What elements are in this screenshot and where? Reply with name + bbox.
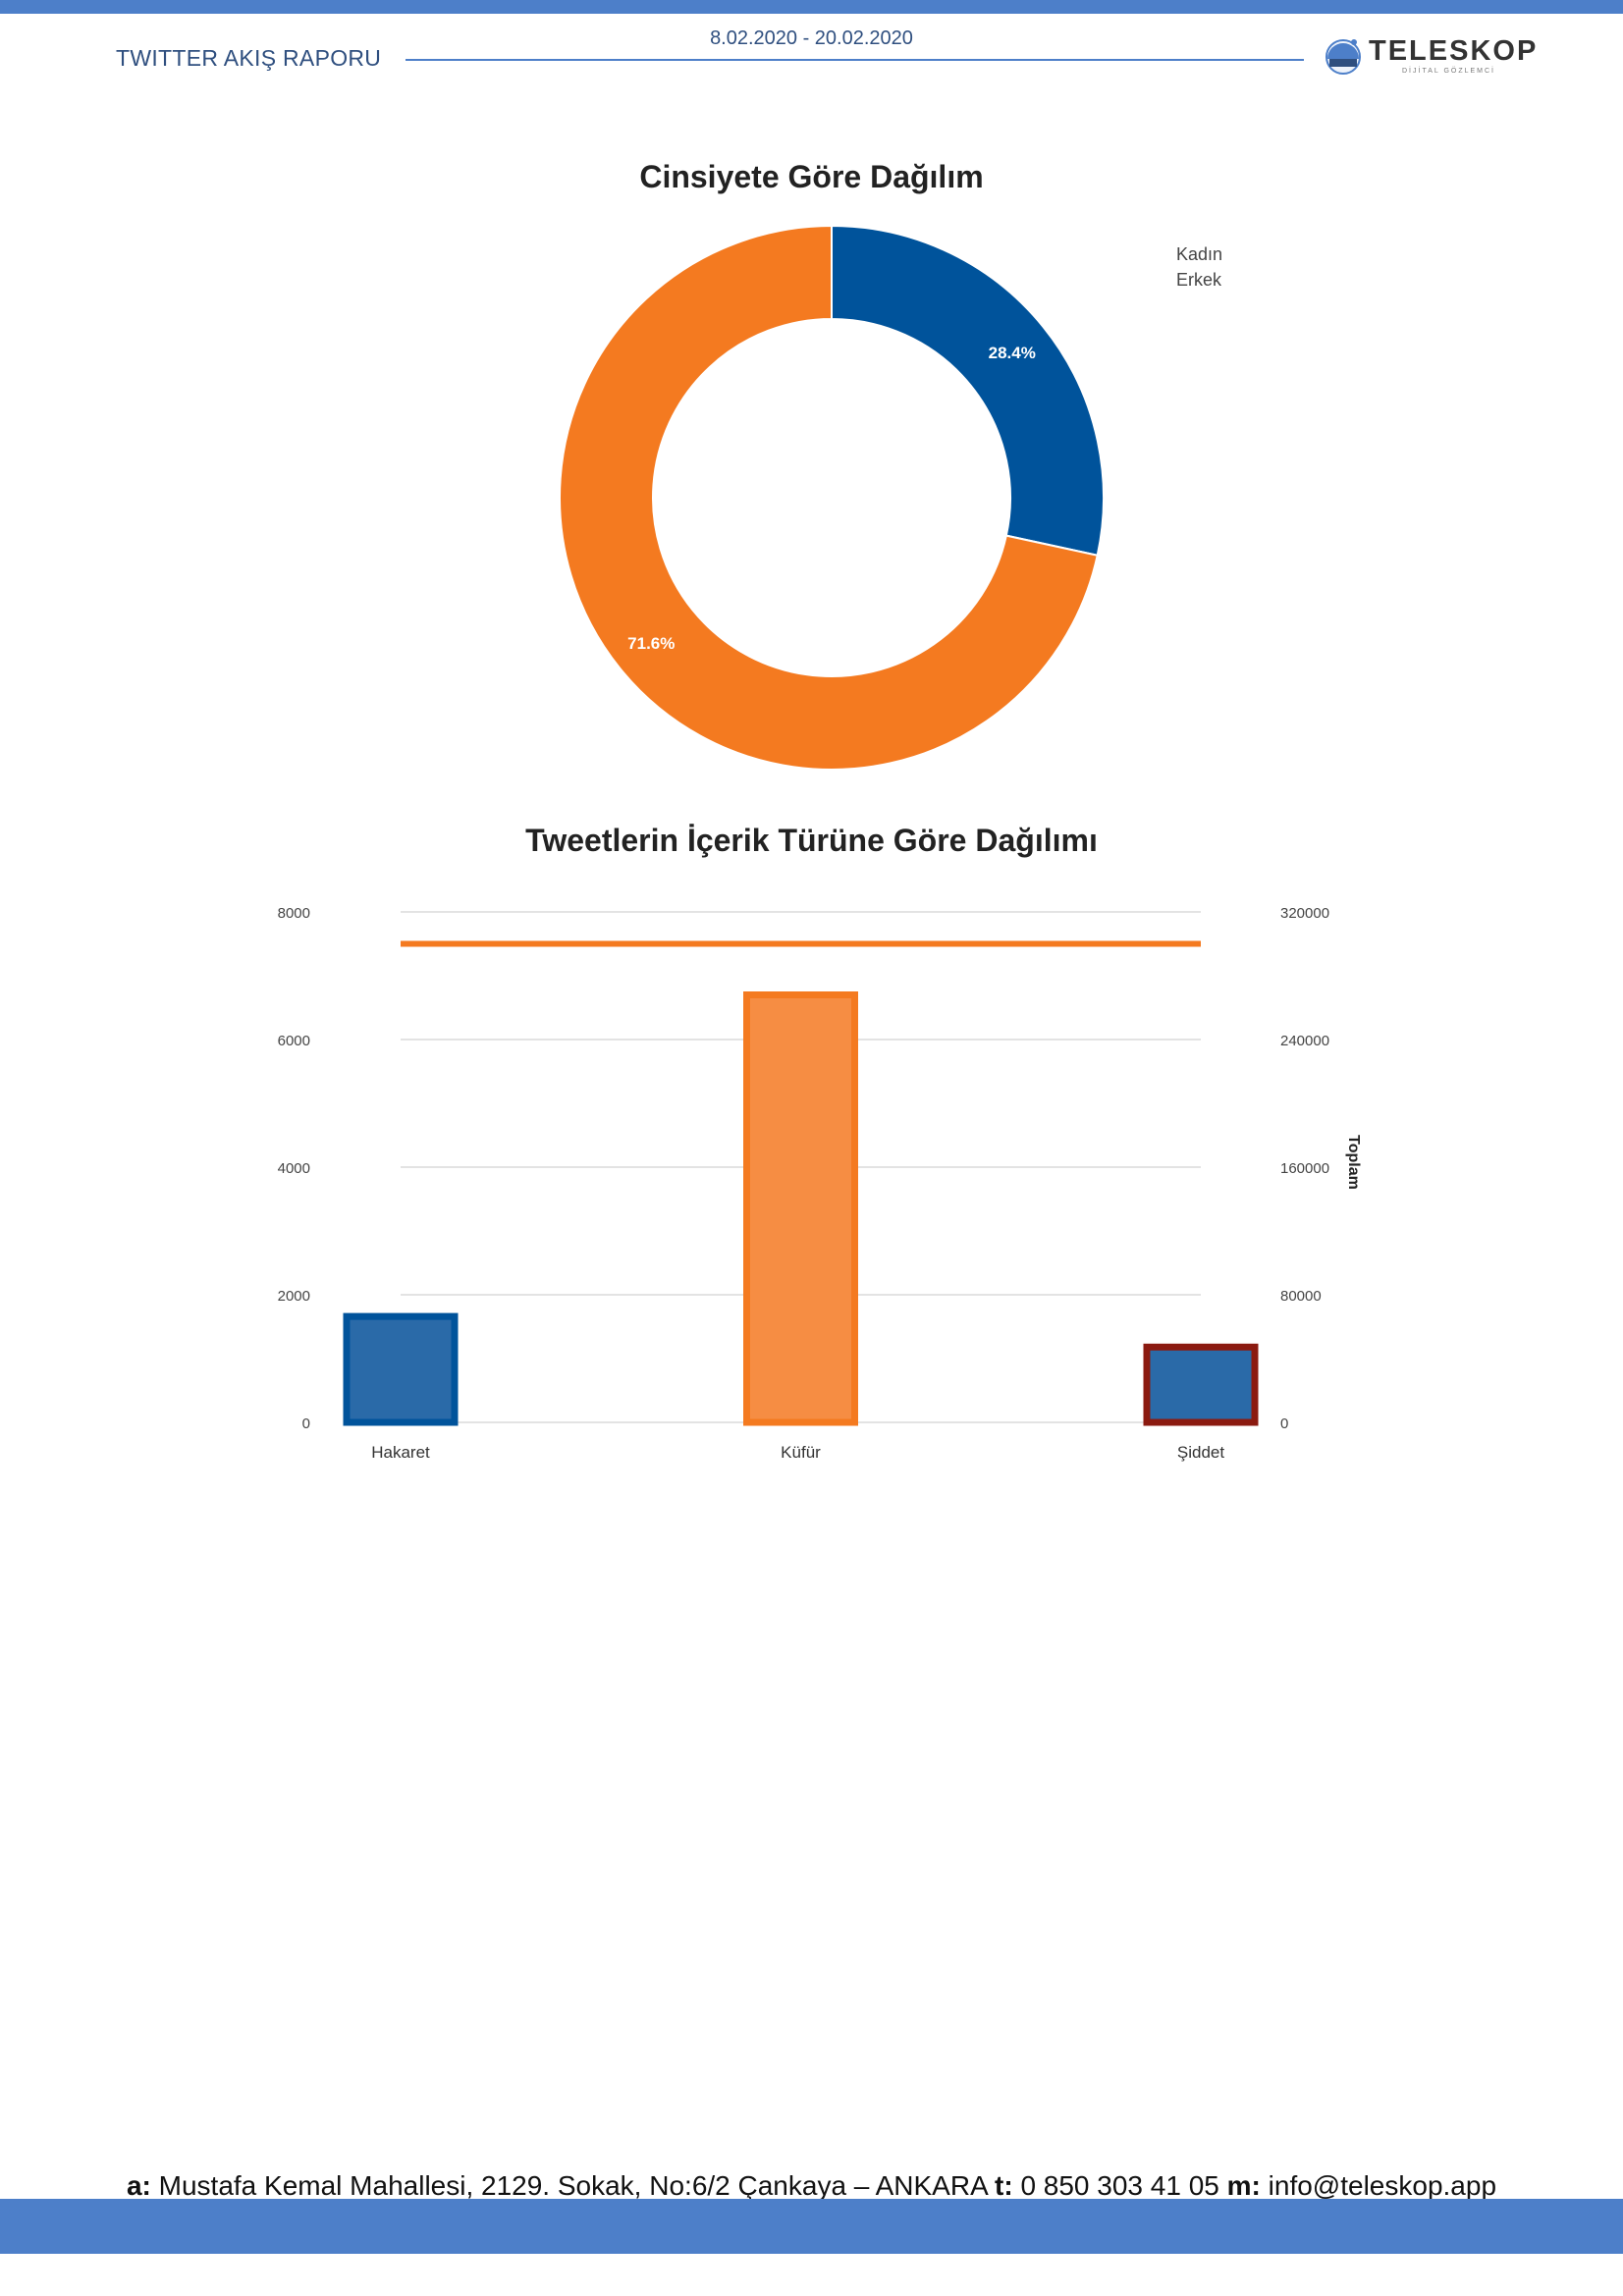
x-tick-label-2: Şiddet xyxy=(1177,1443,1224,1462)
gender-donut-chart: 28.4% 71.6% xyxy=(559,224,1105,771)
donut-slice-0 xyxy=(831,224,1105,557)
y-tick-label: 2000 xyxy=(278,1288,310,1305)
bottom-accent-bar xyxy=(0,2199,1623,2254)
footer-address: Mustafa Kemal Mahallesi, 2129. Sokak, No… xyxy=(158,2170,988,2201)
mail-key: m: xyxy=(1226,2170,1261,2201)
bar-0 xyxy=(343,1312,459,1426)
x-tick-label-1: Küfür xyxy=(781,1443,821,1462)
logo-tagline: DİJİTAL GÖZLEMCİ xyxy=(1402,68,1496,75)
y2-tick-label: 160000 xyxy=(1280,1160,1329,1177)
address-key: a: xyxy=(126,2170,151,2201)
report-title: TWITTER AKIŞ RAPORU xyxy=(116,45,382,71)
x-tick-label-0: Hakaret xyxy=(371,1443,430,1462)
phone-key: t: xyxy=(995,2170,1013,2201)
y-tick-label: 8000 xyxy=(278,905,310,922)
slice-label-0: 28.4% xyxy=(989,344,1036,362)
slice-label-1: 71.6% xyxy=(627,634,675,653)
gender-chart-title: Cinsiyete Göre Dağılım xyxy=(639,159,984,194)
bar-2 xyxy=(1143,1343,1259,1426)
y2-tick-label: 320000 xyxy=(1280,905,1329,922)
telescope-dome-icon xyxy=(1325,39,1361,75)
footer-contact: a: Mustafa Kemal Mahallesi, 2129. Sokak,… xyxy=(0,2170,1623,2202)
y2-axis-label: Toplam xyxy=(1345,1135,1362,1190)
date-range: 8.02.2020 - 20.02.2020 xyxy=(710,27,913,49)
bar-1 xyxy=(743,991,858,1426)
header-divider xyxy=(406,59,1304,61)
y-tick-label: 6000 xyxy=(278,1033,310,1049)
footer-phone[interactable]: 0 850 303 41 05 xyxy=(1020,2170,1219,2201)
y2-tick-label: 80000 xyxy=(1280,1288,1322,1305)
gender-legend: Kadın Erkek xyxy=(1176,241,1222,293)
logo-wordmark: TELESKOP xyxy=(1369,35,1539,67)
y-tick-label: 0 xyxy=(302,1415,310,1432)
donut-slice-1 xyxy=(559,224,1099,771)
teleskop-logo: TELESKOP DİJİTAL GÖZLEMCİ xyxy=(1322,33,1536,80)
content-type-bar-chart: 0200040006000800008000016000024000032000… xyxy=(278,905,1362,1462)
footer-email[interactable]: info@teleskop.app xyxy=(1268,2170,1497,2201)
y-tick-label: 4000 xyxy=(278,1160,310,1177)
y2-tick-label: 0 xyxy=(1280,1415,1288,1432)
top-accent-bar xyxy=(0,0,1623,14)
content-type-chart-title: Tweetlerin İçerik Türüne Göre Dağılımı xyxy=(525,823,1098,858)
y2-tick-label: 240000 xyxy=(1280,1033,1329,1049)
legend-item-kadin: Kadın xyxy=(1176,244,1223,264)
legend-item-erkek: Erkek xyxy=(1176,270,1222,290)
